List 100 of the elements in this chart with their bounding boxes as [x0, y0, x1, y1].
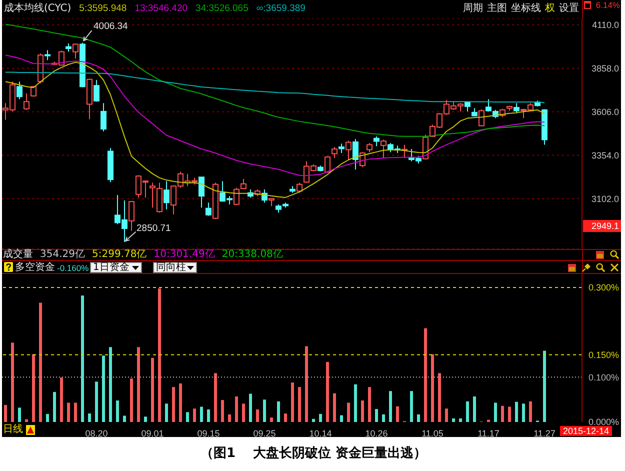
- candlestick: [366, 142, 372, 153]
- bar: [375, 408, 378, 422]
- x-tick-label: 11.05: [422, 428, 444, 438]
- y-tick-label: 3858.0: [591, 63, 619, 74]
- candlestick: [100, 102, 106, 132]
- annotation: 20:338.08亿: [222, 249, 283, 260]
- candlestick: [94, 80, 100, 102]
- bar: [543, 350, 546, 422]
- candlestick: [128, 200, 134, 232]
- candlestick: [332, 146, 338, 158]
- bar: [333, 393, 336, 422]
- bar: [326, 362, 329, 422]
- bar: [81, 296, 84, 422]
- bar: [263, 400, 266, 422]
- bar: [214, 373, 217, 422]
- bar: [389, 391, 392, 422]
- bar: [382, 414, 385, 422]
- y-tick-label: 4110.0: [592, 20, 619, 30]
- bar: [424, 328, 427, 422]
- bar: [452, 418, 455, 422]
- x-tick-label: 11.17: [478, 428, 500, 438]
- bar: [494, 402, 497, 422]
- bar: [67, 402, 70, 422]
- bar: [410, 391, 413, 422]
- bar: [438, 373, 441, 422]
- bar: [277, 401, 280, 422]
- x-tick-label: 09.25: [253, 428, 276, 438]
- bar: [242, 404, 245, 422]
- bar: [137, 347, 140, 422]
- x-tick-label: 09.01: [141, 428, 164, 438]
- x-tick-label: 09.15: [197, 428, 220, 438]
- text: 权: [545, 3, 555, 15]
- bar: [284, 413, 287, 422]
- x-tick-label: 11.27: [534, 428, 556, 438]
- y-tick-label: 3354.0: [591, 150, 619, 160]
- bar: [4, 404, 7, 422]
- y-tick-label: 0.300%: [588, 282, 619, 293]
- annotation: 5:299.78亿: [92, 249, 147, 260]
- text: 2949.1: [591, 221, 619, 232]
- bar: [445, 408, 448, 422]
- candlestick: [374, 136, 380, 147]
- bar: [529, 401, 532, 422]
- text: 坐标线: [511, 3, 541, 15]
- bar: [158, 288, 161, 422]
- candlestick: [514, 102, 520, 113]
- y-tick-label: 0.100%: [588, 372, 619, 382]
- text: 5:3595.948: [79, 3, 127, 15]
- text: -0.160%: [57, 263, 89, 273]
- legend-title: 成本均线(CYC): [4, 3, 72, 15]
- candlestick: [72, 43, 78, 60]
- bar: [501, 406, 504, 422]
- bar: [88, 413, 91, 422]
- bar: [53, 392, 56, 422]
- y-tick-label: 3102.0: [591, 194, 619, 204]
- x-tick-label: 10.26: [365, 428, 388, 438]
- bar: [270, 418, 273, 422]
- bar: [11, 342, 14, 422]
- candlestick: [380, 139, 386, 158]
- bar: [417, 414, 420, 422]
- bar: [46, 414, 49, 422]
- bar: [144, 416, 147, 422]
- bar: [116, 400, 119, 422]
- bar: [522, 404, 525, 422]
- bar: [396, 406, 399, 422]
- bar: [95, 382, 98, 422]
- bar: [515, 402, 518, 422]
- bar: [221, 400, 224, 422]
- bar: [473, 396, 476, 422]
- candlestick: [198, 176, 204, 208]
- y-tick-label: 3606.0: [591, 106, 619, 117]
- bar: [74, 402, 77, 422]
- bar: [354, 384, 357, 422]
- candlestick: [352, 138, 358, 170]
- text: 6.14%: [596, 0, 620, 10]
- candlestick: [338, 143, 344, 154]
- bar: [459, 418, 462, 422]
- text: 2015-12-14: [560, 426, 612, 436]
- text: 设置: [559, 3, 579, 15]
- bar: [60, 378, 63, 422]
- text: ∞:3659.389: [256, 3, 306, 15]
- text: 成交量: [3, 249, 33, 260]
- dropdown: 同向柱: [153, 262, 197, 273]
- bar: [291, 382, 294, 422]
- bar: [207, 409, 210, 422]
- bar: [256, 409, 259, 422]
- y-tick-label: 0.150%: [588, 350, 619, 360]
- bar: [312, 418, 315, 422]
- bar: [18, 408, 21, 422]
- bar: [431, 354, 434, 422]
- bar: [193, 408, 196, 422]
- annotation: 4006.34: [94, 20, 128, 32]
- bar: [319, 414, 322, 422]
- dropdown: 1日资金: [90, 262, 142, 273]
- bar: [347, 402, 350, 422]
- candlestick: [206, 202, 212, 216]
- bar: [186, 412, 189, 422]
- bar: [130, 378, 133, 422]
- x-tick-label: 08.20: [85, 428, 108, 438]
- bar: [368, 387, 371, 422]
- bar: [249, 394, 252, 422]
